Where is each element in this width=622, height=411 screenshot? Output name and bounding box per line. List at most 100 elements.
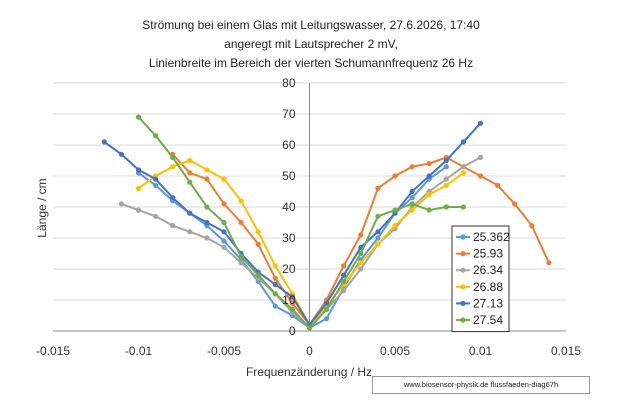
series-5-point-17: [426, 207, 432, 213]
series-2-point-14: [358, 266, 364, 272]
legend-label-4: 27.13: [473, 296, 503, 310]
series-5-point-0: [135, 114, 142, 120]
series-5-point-6: [238, 254, 244, 260]
series-0-point-14: [375, 235, 381, 241]
legend-label-0: 25.362: [473, 230, 510, 244]
series-1-point-13: [392, 173, 398, 179]
series-5-point-4: [204, 204, 210, 210]
series-4-point-21: [460, 139, 466, 145]
series-5-point-1: [153, 133, 159, 139]
series-1-point-12: [375, 185, 381, 191]
series-1-point-1: [187, 170, 193, 176]
series-4-point-4: [170, 195, 176, 201]
legend-swatch-marker-0: [460, 234, 466, 240]
series-4-point-0: [101, 139, 107, 145]
y-tick-label-2: 20: [282, 262, 296, 276]
series-5-point-9: [289, 306, 295, 312]
legend-item-3: 26.88: [456, 280, 503, 294]
x-tick-label-5: 0.01: [469, 344, 493, 358]
x-tick-label-0: -0.015: [36, 344, 70, 358]
series-3-point-5: [221, 176, 227, 182]
series-3-point-18: [443, 182, 449, 188]
legend-item-0: 25.362: [456, 230, 510, 244]
series-4-point-2: [135, 167, 142, 173]
series-1-point-15: [426, 161, 432, 167]
series-4-point-22: [477, 120, 484, 126]
x-tick-label-6: 0.015: [551, 344, 581, 358]
legend-item-5: 27.54: [456, 313, 503, 327]
legend-label-5: 27.54: [473, 313, 503, 327]
tick-labels: 0 10 20 30 40 50 60 70 80 -0.015 -0.01 -0.005 0 0.005…: [36, 76, 581, 358]
series-5-point-10: [306, 325, 313, 331]
x-tick-label-3: 0: [306, 344, 313, 358]
legend-swatch-marker-2: [460, 267, 466, 273]
series-2-point-13: [341, 288, 347, 294]
series-5-point-5: [221, 219, 227, 226]
y-tick-label-5: 50: [282, 169, 296, 183]
x-tick-label-4: 0.005: [380, 344, 410, 358]
series-3: [135, 157, 466, 328]
chart-title-line-3: Linienbreite im Bereich der vierten Schu…: [148, 56, 474, 70]
y-axis-label: Länge / cm: [35, 178, 49, 237]
series-5-point-12: [341, 278, 347, 284]
series-3-point-14: [375, 241, 381, 247]
series-1-point-21: [529, 223, 535, 229]
series-0-point-16: [409, 195, 415, 201]
chart-title-line-1: Strömung bei einem Glas mit Leitungswass…: [142, 18, 480, 32]
series-5-point-19: [460, 204, 466, 210]
legend: 25.362 25.93 26.34 26.88 27.13 27.54: [451, 225, 510, 333]
series-4-point-14: [341, 272, 347, 278]
series-3-point-7: [255, 229, 261, 235]
series-2-point-6: [221, 244, 227, 250]
series-2-point-1: [135, 207, 142, 213]
y-tick-label-4: 40: [282, 200, 296, 214]
series-4-point-3: [153, 176, 159, 182]
legend-swatch-marker-1: [460, 251, 466, 257]
series-1-point-20: [512, 201, 518, 207]
series-1-point-19: [495, 182, 501, 188]
x-tick-label-1: -0.01: [125, 344, 153, 358]
y-tick-label-1: 10: [282, 293, 296, 307]
series-5-point-18: [443, 204, 449, 210]
series-1-point-11: [358, 232, 364, 238]
series-1-point-18: [477, 173, 484, 179]
series-4-point-13: [324, 300, 330, 306]
series-4-point-18: [409, 188, 415, 195]
y-tick-label-7: 70: [282, 107, 296, 121]
series-3-point-19: [460, 170, 466, 176]
series-5-point-16: [409, 201, 415, 207]
legend-swatch-marker-3: [460, 284, 466, 290]
y-tick-label-6: 60: [282, 138, 296, 152]
legend-item-1: 25.93: [456, 247, 503, 261]
legend-swatch-marker-5: [460, 317, 466, 323]
series-2-point-0: [118, 201, 124, 207]
legend-item-4: 27.13: [456, 296, 503, 310]
series-1-point-5: [255, 241, 261, 247]
series-1-point-10: [341, 263, 347, 269]
legend-label-2: 26.34: [473, 263, 503, 277]
series-3-point-8: [272, 263, 278, 269]
series-3-point-6: [238, 198, 244, 204]
source-note: www.biosensor-physik.de flussfaeden-diag…: [372, 376, 590, 394]
series-2-point-4: [187, 229, 193, 235]
series-2-point-21: [477, 154, 484, 160]
legend-label-3: 26.88: [473, 280, 503, 294]
series-line-2: [121, 156, 481, 330]
series-3-point-2: [170, 164, 176, 170]
series-2-point-7: [238, 260, 244, 266]
series-3-point-16: [409, 207, 415, 213]
series-3-point-3: [187, 157, 193, 164]
series-1-point-14: [409, 164, 415, 170]
series-4-point-11: [289, 294, 295, 300]
series-0-point-1: [153, 182, 159, 188]
series-group: [101, 114, 552, 331]
series-0-point-11: [324, 316, 330, 322]
series-2-point-3: [170, 223, 176, 229]
series-2-point-5: [204, 235, 210, 241]
series-5-point-14: [375, 213, 381, 219]
x-tick-label-2: -0.005: [207, 344, 241, 358]
legend-item-2: 26.34: [456, 263, 503, 277]
series-0-point-5: [221, 238, 227, 244]
